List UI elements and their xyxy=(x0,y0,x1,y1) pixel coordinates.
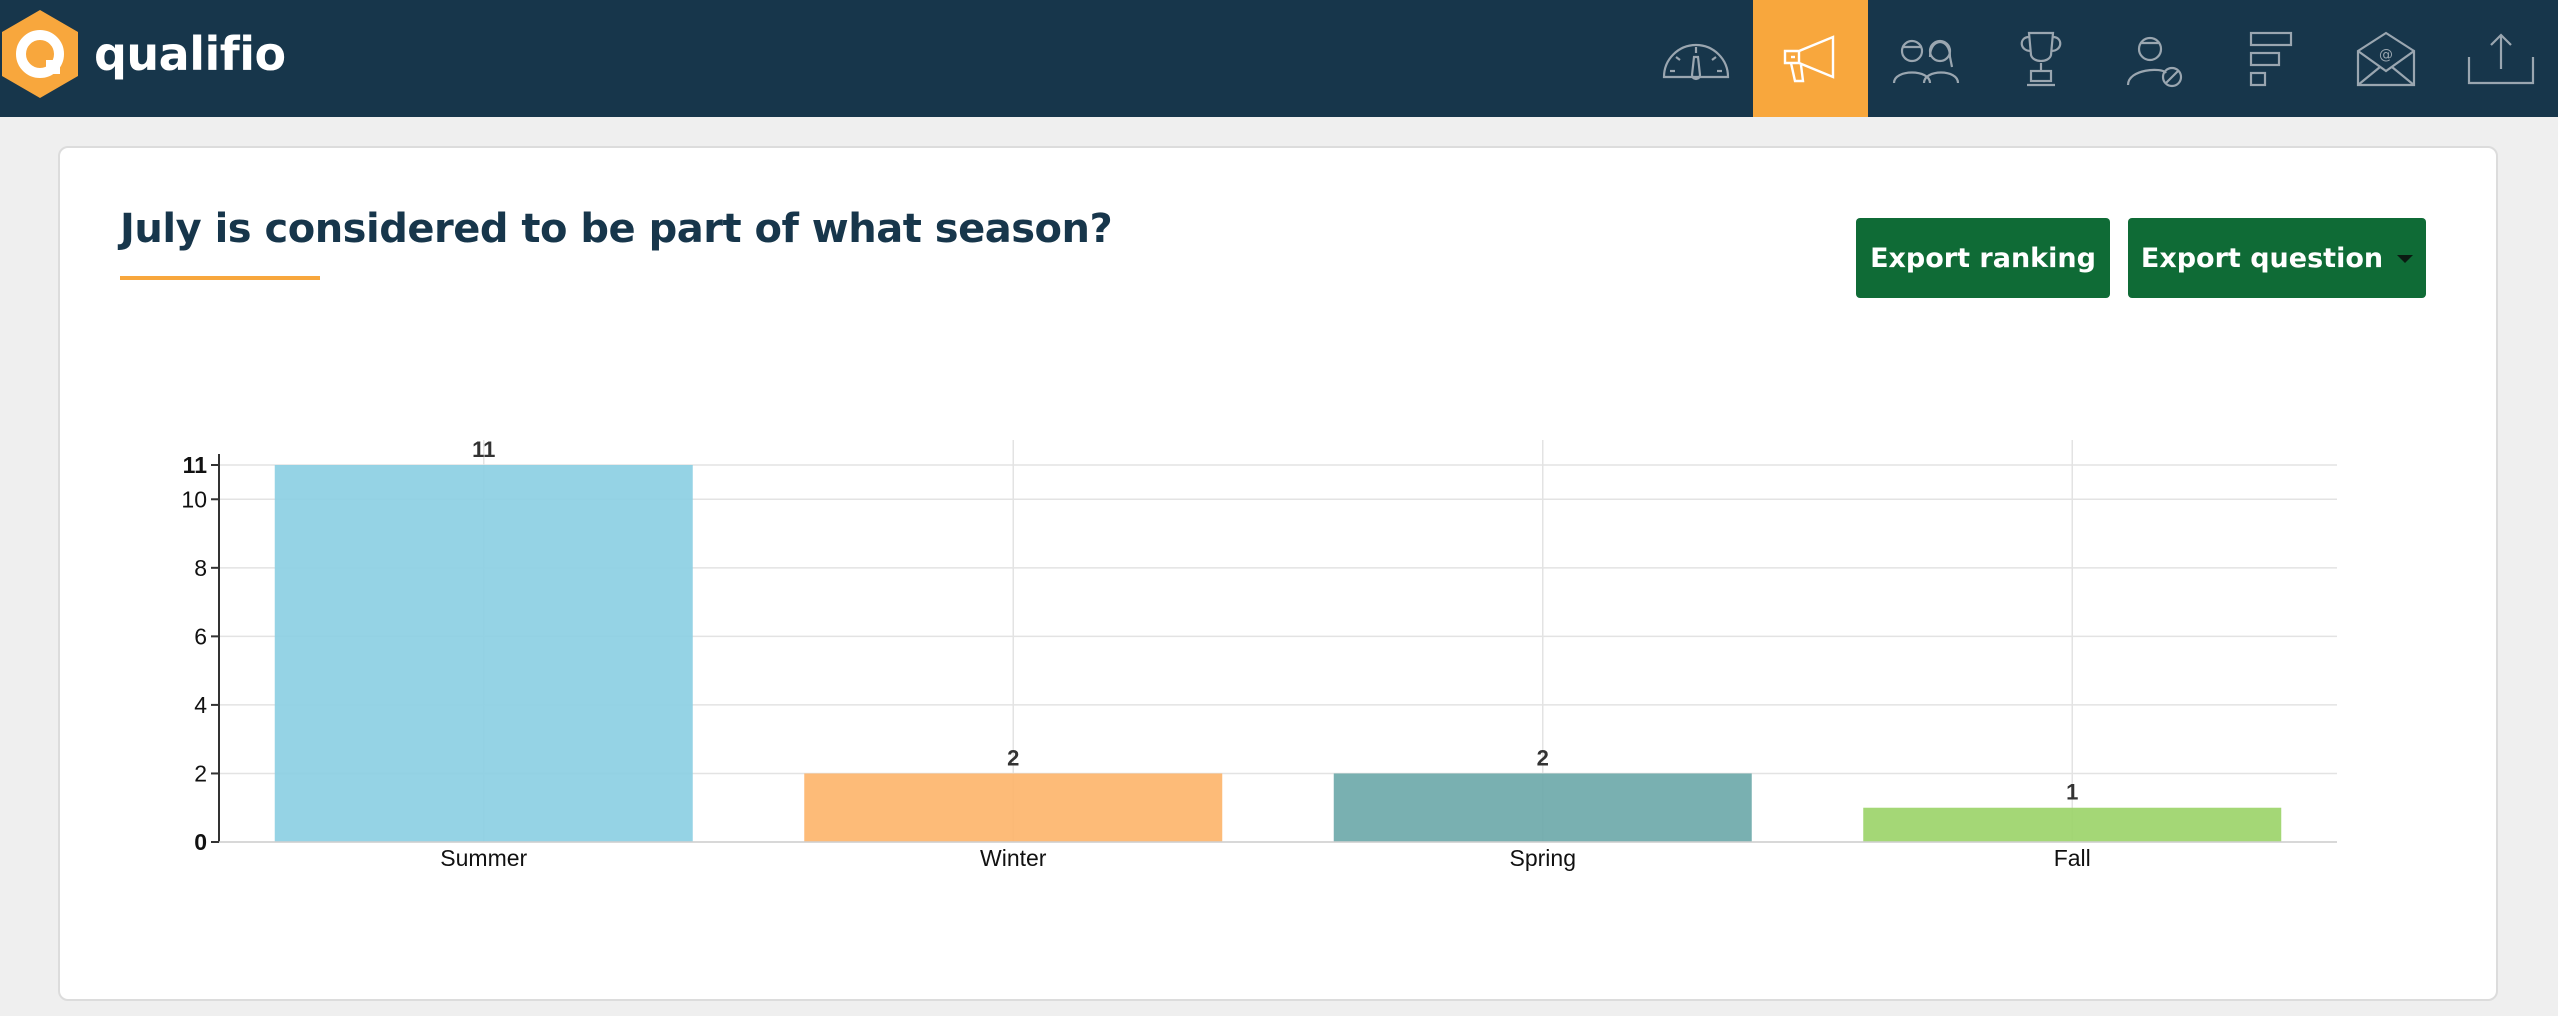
export-ranking-label: Export ranking xyxy=(1870,242,2096,274)
data-label: 1 xyxy=(2066,780,2078,805)
y-tick-label: 2 xyxy=(194,760,207,786)
y-tick-label: 10 xyxy=(181,486,207,512)
x-tick-label: Fall xyxy=(2054,845,2091,871)
brand[interactable]: qualifio xyxy=(0,8,286,100)
data-label: 2 xyxy=(1007,745,1019,770)
answers-bar-chart: 0 2 4 6 8 10 11 Summer Winter Spring Fall 11 2 2 1 xyxy=(181,437,2337,871)
export-ranking-button[interactable]: Export ranking xyxy=(1856,218,2110,298)
top-bar: qualifio xyxy=(0,0,2558,117)
nav-item-export[interactable] xyxy=(2443,0,2558,117)
nav-item-campaigns[interactable] xyxy=(1753,0,1868,117)
question-card: July is considered to be part of what se… xyxy=(58,146,2498,1001)
title-underline xyxy=(120,276,320,280)
main-nav: @ xyxy=(1638,0,2558,117)
bar-spring xyxy=(1333,773,1752,842)
brand-name: qualifio xyxy=(94,27,286,81)
data-label: 2 xyxy=(1537,745,1549,770)
nav-item-participants[interactable] xyxy=(1868,0,1983,117)
nav-item-blocked-users[interactable] xyxy=(2098,0,2213,117)
question-title: July is considered to be part of what se… xyxy=(120,206,1113,252)
x-tick-label: Winter xyxy=(980,845,1047,871)
data-label: 11 xyxy=(472,437,495,462)
export-question-button[interactable]: Export question xyxy=(2128,218,2426,298)
y-tick-label: 6 xyxy=(194,623,207,649)
y-tick-label: 8 xyxy=(194,555,207,581)
y-tick-label: 0 xyxy=(194,829,207,855)
dashboard-gauge-icon xyxy=(1662,43,1729,80)
nav-item-emailing[interactable]: @ xyxy=(2328,0,2443,117)
x-tick-label: Spring xyxy=(1510,845,1576,871)
bar-chart-icon xyxy=(2249,31,2292,86)
nav-item-rankings[interactable] xyxy=(1983,0,2098,117)
trophy-icon xyxy=(2020,31,2061,86)
export-question-label: Export question xyxy=(2140,242,2384,274)
bar-winter xyxy=(804,773,1223,842)
caret-down-icon xyxy=(2397,255,2414,263)
svg-text:@: @ xyxy=(2379,47,2393,63)
user-blocked-icon xyxy=(2126,36,2182,87)
y-tick-label: 11 xyxy=(183,452,208,478)
nav-item-statistics[interactable] xyxy=(2213,0,2328,117)
y-tick-label: 4 xyxy=(194,692,207,718)
export-icon xyxy=(2467,32,2534,84)
participants-icon xyxy=(1892,39,1959,83)
megaphone-icon xyxy=(1783,34,1834,82)
bar-summer xyxy=(274,465,693,842)
x-tick-label: Summer xyxy=(440,845,527,871)
nav-item-dashboard[interactable] xyxy=(1638,0,1753,117)
qualifio-logo-icon xyxy=(2,10,78,98)
email-icon: @ xyxy=(2356,31,2415,86)
bar-fall xyxy=(1863,807,2282,842)
